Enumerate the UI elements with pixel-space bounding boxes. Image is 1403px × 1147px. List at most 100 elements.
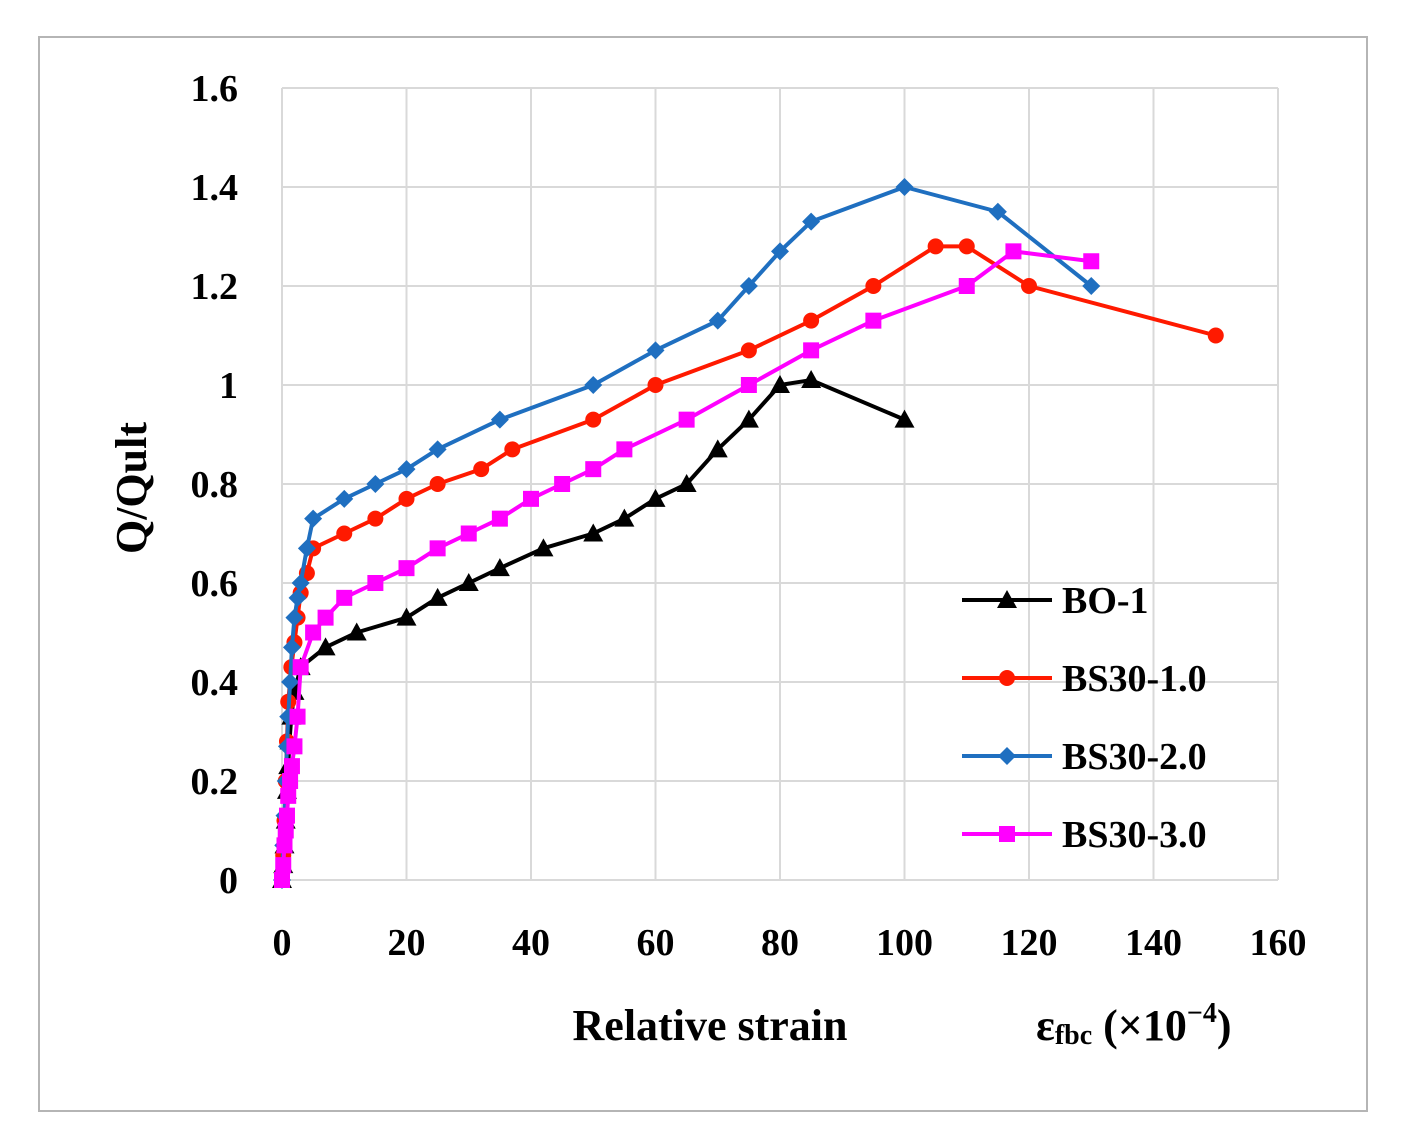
series-BS30-3.0 [274, 243, 1100, 888]
data-point-BS30-3.0 [398, 560, 415, 577]
data-point-BS30-3.0 [554, 476, 571, 492]
data-point-BS30-2.0 [739, 277, 758, 295]
data-point-BS30-1.0 [398, 490, 415, 507]
data-point-BO-1 [583, 523, 604, 542]
legend-label: BS30-3.0 [1062, 814, 1207, 856]
series-BS30-2.0 [273, 178, 1101, 889]
series-group [272, 178, 1224, 889]
data-point-BS30-3.0 [305, 624, 322, 641]
data-point-BS30-2.0 [285, 608, 304, 627]
data-point-BS30-2.0 [281, 673, 300, 691]
unit-prefix: (×10 [1092, 1001, 1187, 1050]
data-point-BS30-1.0 [958, 238, 975, 255]
data-point-BS30-3.0 [283, 758, 300, 775]
data-point-BS30-3.0 [865, 312, 882, 329]
data-point-BS30-2.0 [428, 440, 447, 459]
data-point-BS30-2.0 [490, 410, 509, 429]
x-tick-label: 60 [637, 922, 675, 964]
data-point-BS30-3.0 [367, 575, 384, 591]
data-point-BS30-2.0 [646, 341, 665, 360]
strain-subscript: fbc [1055, 1020, 1092, 1051]
data-point-BO-1 [315, 637, 336, 656]
y-axis-title: Q/Qult [107, 422, 156, 554]
y-tick-label: 1.4 [191, 167, 239, 209]
data-point-BS30-1.0 [336, 525, 353, 542]
data-point-BO-1 [676, 474, 697, 492]
x-tick-label: 0 [273, 922, 292, 964]
data-point-BS30-1.0 [473, 461, 490, 478]
legend-item-BO-1: BO-1 [962, 580, 1149, 622]
data-point-BO-1 [346, 622, 367, 641]
data-point-BS30-2.0 [304, 509, 323, 528]
data-point-BS30-1.0 [865, 278, 882, 294]
data-point-BS30-2.0 [397, 460, 416, 479]
data-point-BS30-3.0 [317, 609, 334, 626]
series-line-BO-1 [280, 378, 906, 881]
data-point-BS30-3.0 [740, 377, 757, 393]
data-point-BS30-2.0 [771, 242, 789, 261]
data-point-BS30-3.0 [1005, 243, 1022, 260]
data-point-BS30-2.0 [335, 489, 354, 508]
data-point-BS30-3.0 [277, 822, 294, 839]
data-point-BS30-1.0 [740, 342, 757, 359]
data-point-BS30-3.0 [292, 659, 309, 676]
x-tick-label: 20 [388, 922, 426, 964]
x-tick-label: 100 [876, 922, 933, 964]
data-point-BS30-2.0 [802, 212, 821, 231]
data-point-BO-1 [645, 488, 666, 507]
data-point-BO-1 [533, 538, 554, 557]
data-point-BS30-2.0 [1082, 277, 1101, 295]
x-tick-labels: 0 20 40 60 80 100 120 140 160 [273, 922, 1307, 964]
data-point-BS30-3.0 [278, 807, 295, 824]
data-point-BS30-3.0 [678, 411, 695, 428]
data-point-BO-1 [396, 607, 417, 626]
legend-item-BS30-3.0: BS30-3.0 [962, 814, 1207, 856]
figure-frame [38, 36, 1368, 1112]
data-point-BS30-3.0 [585, 461, 602, 478]
legend-marker [999, 826, 1015, 842]
legend-item-BS30-2.0: BS30-2.0 [962, 736, 1207, 778]
x-tick-label: 80 [761, 922, 799, 964]
data-point-BO-1 [489, 558, 510, 577]
y-tick-label: 0.4 [191, 662, 239, 704]
legend-item-BS30-1.0: BS30-1.0 [962, 658, 1207, 700]
y-tick-label: 1.2 [191, 266, 239, 308]
data-point-BS30-3.0 [429, 540, 446, 557]
legend-label: BS30-1.0 [1062, 658, 1207, 700]
data-point-BS30-2.0 [366, 475, 385, 493]
data-point-BS30-3.0 [523, 490, 539, 507]
data-point-BS30-3.0 [289, 708, 306, 725]
data-point-BS30-1.0 [1021, 278, 1037, 294]
data-point-BS30-2.0 [282, 638, 301, 657]
data-point-BS30-3.0 [958, 278, 975, 294]
data-point-BS30-3.0 [275, 857, 292, 874]
legend-label: BS30-2.0 [1062, 736, 1207, 778]
data-point-BS30-1.0 [803, 312, 820, 329]
data-point-BO-1 [801, 370, 822, 389]
x-axis-unit: εfbc (×10−4) [1036, 998, 1232, 1051]
x-tick-label: 40 [512, 922, 550, 964]
data-point-BS30-2.0 [584, 376, 603, 394]
data-point-BS30-1.0 [367, 510, 384, 527]
data-point-BS30-3.0 [274, 872, 290, 888]
unit-suffix: ) [1217, 1001, 1232, 1050]
y-tick-label: 0.6 [191, 563, 239, 605]
data-point-BS30-1.0 [927, 238, 944, 255]
x-tick-label: 140 [1125, 922, 1182, 964]
strain-symbol: ε [1036, 1001, 1055, 1050]
data-point-BS30-2.0 [291, 574, 310, 592]
data-point-BO-1 [427, 587, 448, 606]
data-point-BS30-2.0 [708, 311, 727, 330]
data-point-BS30-3.0 [282, 773, 299, 789]
data-point-BS30-2.0 [297, 539, 316, 558]
data-point-BS30-1.0 [647, 377, 664, 393]
data-point-BS30-2.0 [988, 202, 1007, 221]
data-point-BS30-3.0 [616, 441, 633, 458]
data-point-BS30-3.0 [280, 787, 297, 804]
data-point-BO-1 [894, 409, 915, 428]
series-BO-1 [272, 370, 915, 888]
y-tick-labels: 0 0.2 0.4 0.6 0.8 1 1.2 1.4 1.6 [191, 68, 239, 902]
data-point-BO-1 [738, 409, 759, 428]
y-tick-label: 0.2 [191, 761, 239, 803]
data-point-BO-1 [707, 439, 728, 458]
